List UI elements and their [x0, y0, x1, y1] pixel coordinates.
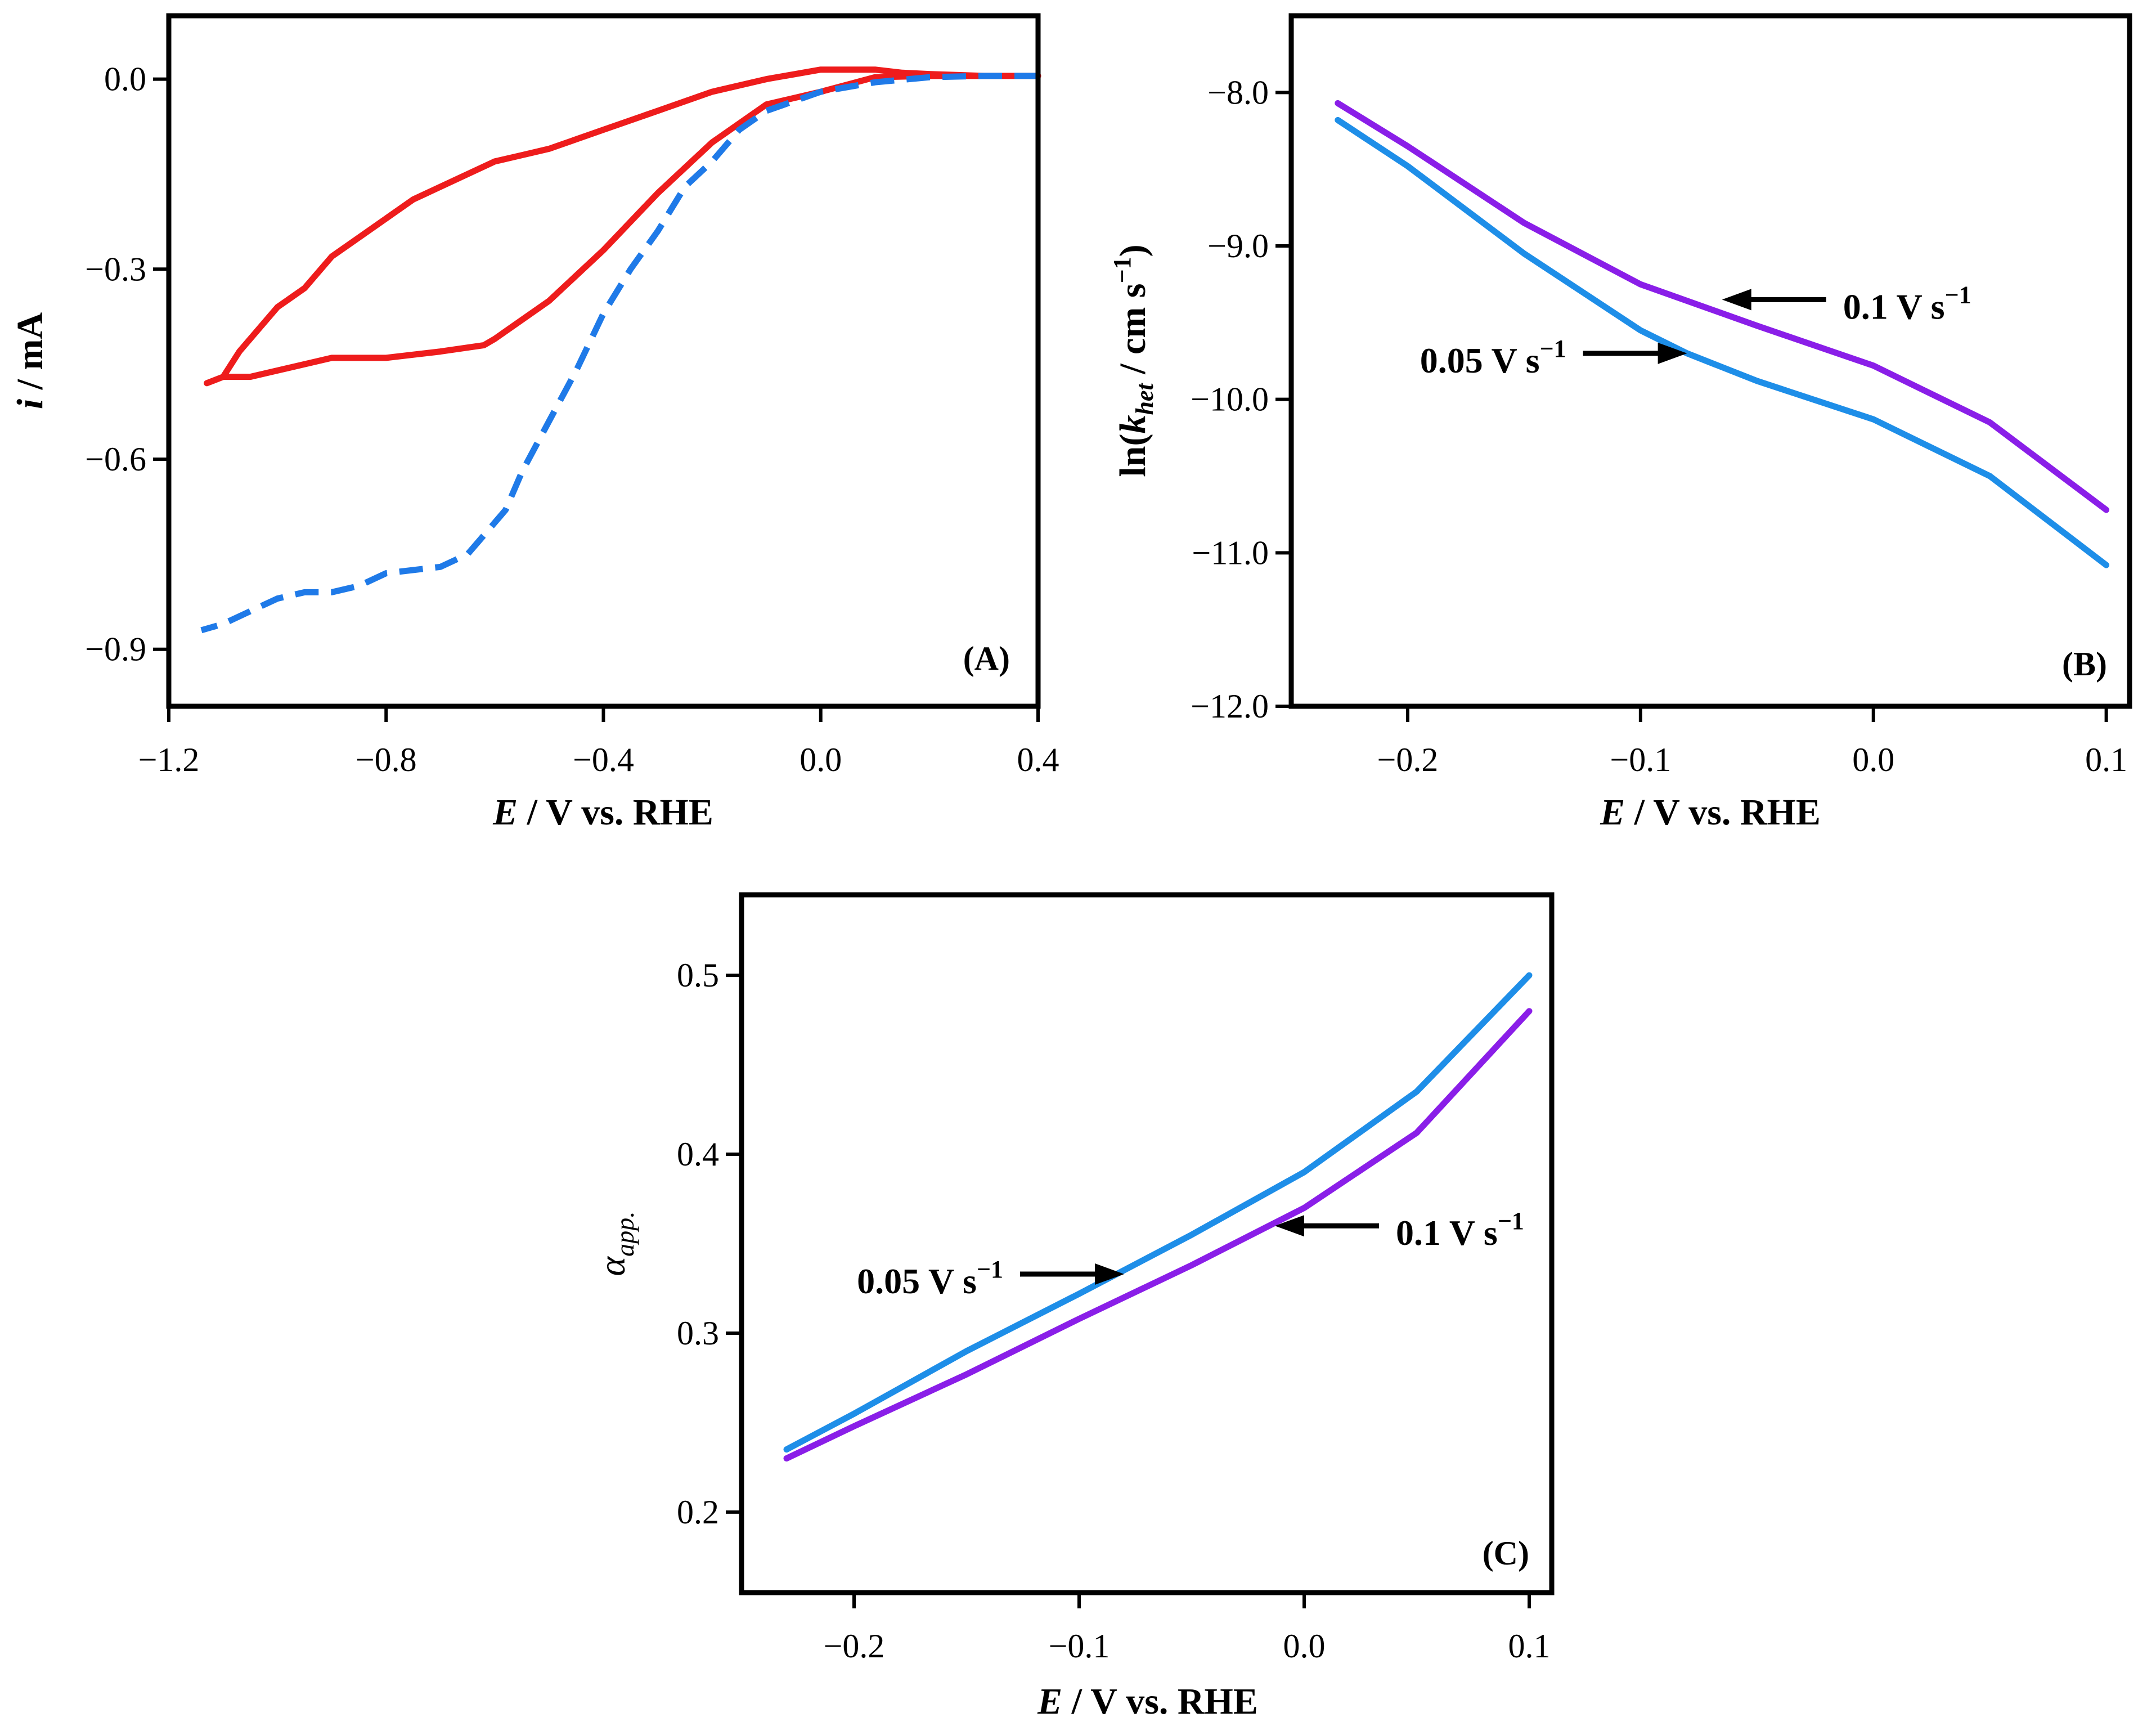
panel-b-annotation-arrow-head: [1722, 289, 1751, 311]
panel-b-xlabel-symbol: E: [1600, 792, 1625, 833]
panel-c-ytick-label: 0.2: [677, 1494, 719, 1531]
panel-b-annotation-text: 0.05 V s: [1420, 340, 1540, 380]
panel-b: −0.2 −0.1 0.0 0.1 −8.0 −9.0 −10.0 −11.0 −12.0 0…: [1108, 13, 2132, 833]
panel-c-xlabel-symbol: E: [1037, 1681, 1062, 1722]
panel-a-ytick-label: −0.9: [85, 631, 146, 668]
panel-b-ytick-label: −8.0: [1207, 74, 1269, 111]
panel-c-annotation-sup: −1: [1498, 1207, 1524, 1235]
panel-a-xtick-label: −0.4: [573, 741, 634, 778]
panel-c-annotation-arrow-head: [1275, 1215, 1304, 1237]
panel-b-series-2: [1335, 116, 2110, 568]
panel-c-label: (C): [1483, 1535, 1529, 1572]
panel-c-ytick-label: 0.4: [677, 1136, 719, 1173]
panel-b-series-1: [1335, 100, 2110, 513]
panel-c-ylabel-sub: app.: [610, 1211, 639, 1257]
panel-a-xlabel-symbol: E: [492, 792, 518, 833]
panel-c-xtick-label: 0.0: [1283, 1628, 1326, 1665]
panel-a-frame: [166, 13, 1041, 709]
panel-a-ylabel: i / mA: [10, 312, 51, 410]
panel-b-xlabel: E / V vs. RHE: [1600, 792, 1821, 833]
panel-c-annotation-sup: −1: [977, 1256, 1003, 1283]
panel-c-annotation-1: 0.05 V s−1: [857, 1256, 1003, 1301]
panel-b-frame: [1288, 13, 2132, 709]
panel-c: −0.2 −0.1 0.0 0.1 0.20.30.40.5 0.05 V s−10.…: [592, 892, 1555, 1722]
panel-b-ylabel-close: ): [1112, 244, 1153, 257]
panel-b-ylabel-sup: −1: [1108, 257, 1136, 283]
panel-b-xtick-label: −0.2: [1377, 741, 1439, 778]
panel-b-ylabel-ln: ln(: [1112, 434, 1153, 477]
panel-c-annotation-text: 0.1 V s: [1396, 1213, 1498, 1253]
panel-c-frame: [739, 892, 1555, 1595]
panel-c-annotation-2: 0.1 V s−1: [1396, 1207, 1524, 1253]
panel-b-annotation-2: 0.05 V s−1: [1420, 335, 1566, 380]
panel-c-series-1: [783, 972, 1533, 1453]
panel-b-ytick-label: −12.0: [1191, 688, 1269, 725]
panel-b-ylabel: ln(khet / cm s−1): [1108, 244, 1158, 477]
panel-a-xtick-label: −0.8: [356, 741, 417, 778]
panel-c-ytick-label: 0.3: [677, 1315, 719, 1352]
panel-b-ytick-label: −11.0: [1192, 534, 1269, 571]
panel-a-series-2: [200, 73, 1038, 634]
panel-b-annotation-sup: −1: [1540, 335, 1566, 362]
panel-a-label: (A): [963, 640, 1010, 677]
panel-a-xtick-label: 0.4: [1017, 741, 1059, 778]
panel-b-annotation-1: 0.1 V s−1: [1843, 281, 1971, 326]
panel-a-xtick-label: 0.0: [799, 741, 842, 778]
panel-b-xtick-label: 0.0: [1852, 741, 1894, 778]
panel-b-label: (B): [2062, 645, 2107, 683]
panel-c-xlabel: E / V vs. RHE: [1037, 1681, 1258, 1722]
panel-c-annotation-arrow-head: [1095, 1263, 1124, 1285]
panel-b-xtick-label: 0.1: [2085, 741, 2127, 778]
panel-a-xlabel-unit: / V vs. RHE: [518, 792, 713, 833]
panel-c-xtick-label: 0.1: [1508, 1628, 1551, 1665]
panel-a-xlabel: E / V vs. RHE: [492, 792, 713, 833]
panel-a-ylabel-symbol: i: [10, 398, 51, 409]
panel-a-ytick-label: 0.0: [104, 61, 146, 98]
panel-c-xtick-label: −0.2: [824, 1628, 885, 1665]
panel-c-ylabel-alpha: α: [592, 1256, 633, 1276]
panel-b-annotation-text: 0.1 V s: [1843, 286, 1945, 326]
panel-b-ytick-label: −9.0: [1207, 227, 1269, 264]
panel-c-xlabel-unit: / V vs. RHE: [1062, 1681, 1258, 1722]
panel-c-xtick-label: −0.1: [1049, 1628, 1110, 1665]
panel-c-annotation-text: 0.05 V s: [857, 1261, 977, 1301]
panel-a-ytick-label: −0.6: [85, 441, 146, 478]
panel-b-ylabel-unit: / cm s: [1112, 284, 1153, 384]
panel-b-annotation-arrow-head: [1658, 342, 1687, 364]
panel-b-ytick-label: −10.0: [1191, 381, 1269, 418]
panel-a: −1.2 −0.8 −0.4 0.0 0.4 0.0 −0.3 −0.6 −0.9 (A) E…: [10, 13, 1059, 833]
panel-c-ytick-label: 0.5: [677, 957, 719, 994]
panel-b-ylabel-sub: het: [1131, 383, 1158, 415]
panel-b-annotation-sup: −1: [1945, 281, 1971, 308]
panel-c-ylabel: αapp.: [592, 1211, 639, 1276]
panel-c-series-2: [783, 1008, 1533, 1461]
panel-a-xtick-label: −1.2: [138, 741, 200, 778]
panel-a-series-1: [204, 66, 1041, 387]
panel-b-ylabel-k: k: [1112, 415, 1153, 434]
panel-b-xlabel-unit: / V vs. RHE: [1625, 792, 1821, 833]
panel-a-ylabel-unit: / mA: [10, 312, 51, 399]
panel-b-xtick-label: −0.1: [1610, 741, 1671, 778]
panel-a-ytick-label: −0.3: [85, 250, 146, 288]
